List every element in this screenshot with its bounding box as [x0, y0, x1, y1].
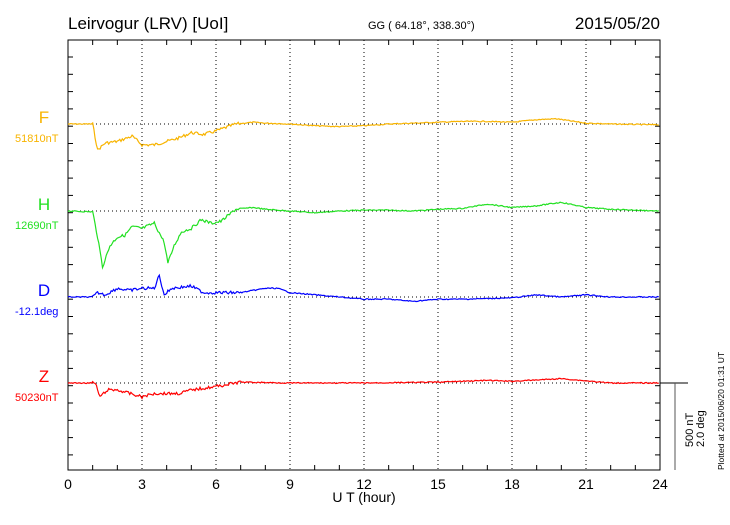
trace-z [67, 377, 659, 400]
plotted-timestamp: Plotted at 2015/06/20 01:31 UT [716, 352, 726, 470]
x-axis-label: U T (hour) [332, 489, 395, 505]
plot-frame [67, 39, 661, 471]
x-tick-label: 18 [504, 476, 520, 492]
baseline-value-d: -12.1deg [15, 306, 58, 318]
geo-coordinates: GG ( 64.18°, 338.30°) [368, 20, 475, 32]
trace-f [67, 117, 659, 150]
x-tick-label: 12 [356, 476, 372, 492]
x-tick-label: 21 [578, 476, 594, 492]
series-name-h: H [38, 195, 50, 214]
scale-nt-label: 500 nT [684, 412, 696, 447]
baseline-value-z: 50230nT [15, 392, 59, 404]
baseline-value-h: 12690nT [15, 220, 59, 232]
trace-d [67, 273, 659, 303]
station-title: Leirvogur (LRV) [UoI] [68, 14, 228, 33]
x-tick-label: 0 [64, 476, 72, 492]
series-name-z: Z [39, 367, 49, 386]
scale-deg-label: 2.0 deg [695, 410, 707, 447]
series-labels: F 51810nT H 12690nT D -12.1deg Z 50230nT [15, 108, 59, 404]
baseline-value-f: 51810nT [15, 133, 59, 145]
series-name-d: D [38, 281, 50, 300]
x-tick-label: 9 [286, 476, 294, 492]
trace-h [67, 201, 660, 270]
series-name-f: F [39, 108, 49, 127]
x-tick-label: 24 [652, 476, 668, 492]
x-tick-label: 15 [430, 476, 446, 492]
grid [68, 40, 660, 470]
x-tick-label: 6 [212, 476, 220, 492]
scale-bar: 500 nT 2.0 deg [660, 382, 707, 470]
traces [67, 117, 660, 400]
x-tick-label: 3 [138, 476, 146, 492]
axes: 0 3 6 9 12 15 18 21 24 [64, 39, 668, 492]
chart-date: 2015/05/20 [575, 14, 660, 33]
